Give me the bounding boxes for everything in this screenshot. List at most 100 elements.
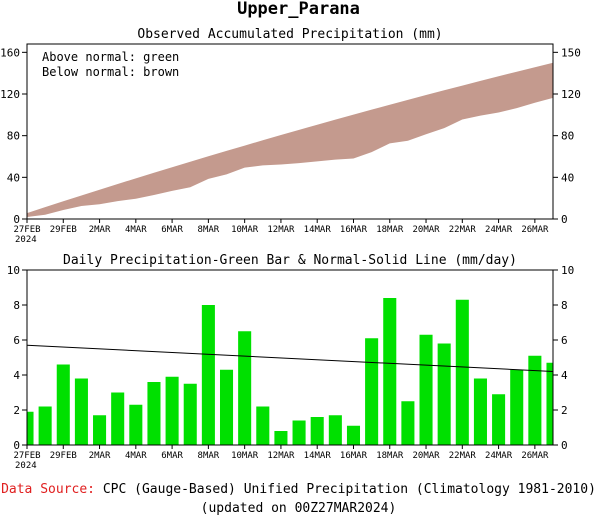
data-source-label: Data Source: [1,482,95,497]
accum-xtick-label: 14MAR [304,225,332,235]
region-title: Upper_Parana [237,0,360,19]
accum-ytick-label-left: 120 [0,88,20,101]
daily-xyear-label: 2024 [15,461,37,471]
daily-xtick-label: 4MAR [125,451,147,461]
daily-xtick-label: 2MAR [89,451,111,461]
daily-precip-bar [219,369,234,445]
daily-ytick-label-left: 8 [13,299,20,312]
accum-ytick-label-left: 0 [13,213,20,226]
accumulated-precip-panel: Observed Accumulated Precipitation (mm) 0… [0,27,581,245]
legend-below-normal: Below normal: brown [42,65,179,79]
daily-precip-bar [419,334,433,445]
daily-xtick-label: 12MAR [267,451,295,461]
daily-xtick-label: 24MAR [485,451,513,461]
daily-ytick-label-right: 8 [561,299,568,312]
daily-precip-bar [129,404,143,445]
accum-ytick-label-right: 40 [561,171,574,184]
accum-xyear-label: 2024 [15,235,37,245]
daily-xtick-label: 18MAR [376,451,404,461]
daily-precip-bar [165,376,179,445]
daily-precip-panel: Daily Precipitation-Green Bar & Normal-S… [7,253,575,471]
daily-ytick-label-left: 4 [13,369,20,382]
daily-precip-bar [183,383,197,445]
daily-precip-bar [111,392,125,445]
daily-precip-bar [56,364,70,445]
daily-xtick-label: 8MAR [198,451,220,461]
daily-precip-bar [310,417,324,445]
accum-ytick-label-left: 80 [7,130,20,143]
daily-precip-bar [492,394,506,445]
accum-xtick-label: 12MAR [267,225,295,235]
daily-precip-bar [93,415,107,445]
daily-precip-bar [365,338,379,445]
daily-precip-bar [238,331,252,445]
daily-precip-bar [292,420,306,445]
daily-precip-bar [455,299,469,445]
accum-title: Observed Accumulated Precipitation (mm) [137,27,442,42]
accum-xtick-label: 18MAR [376,225,404,235]
daily-title: Daily Precipitation-Green Bar & Normal-S… [63,253,517,268]
daily-precip-bar [38,406,52,445]
daily-ytick-label-right: 0 [561,439,568,452]
accum-xtick-label: 6MAR [161,225,183,235]
daily-ytick-label-left: 6 [13,334,20,347]
daily-plot-frame [26,269,554,446]
daily-precip-bar [510,369,524,445]
daily-precip-bar [201,305,215,445]
daily-xtick-label: 6MAR [161,451,183,461]
data-source-line: Data Source: CPC (Gauge-Based) Unified P… [0,482,597,497]
accum-xtick-label: 27FEB [13,225,40,235]
daily-precip-bar [383,298,397,445]
daily-precip-bar [528,355,542,445]
daily-precip-bar [147,382,161,445]
normal-precip-line [26,344,554,372]
daily-ytick-label-left: 0 [13,439,20,452]
daily-ytick-label-right: 4 [561,369,568,382]
accum-ytick-label-right: 0 [561,213,568,226]
accum-xtick-label: 29FEB [50,225,77,235]
daily-precip-bar [256,406,270,445]
accum-xtick-label: 4MAR [125,225,147,235]
accum-xtick-label: 10MAR [231,225,259,235]
daily-precip-bar [401,401,415,445]
daily-xtick-label: 16MAR [340,451,368,461]
daily-xtick-label: 26MAR [521,451,549,461]
accum-xtick-label: 2MAR [89,225,111,235]
daily-ytick-label-right: 2 [561,404,568,417]
daily-xtick-label: 22MAR [449,451,477,461]
daily-precip-bar [546,362,553,445]
daily-xtick-label: 14MAR [304,451,332,461]
daily-xtick-label: 27FEB [13,451,40,461]
daily-precip-bar [346,425,361,445]
legend-above-normal: Above normal: green [42,50,179,64]
accum-plot-frame [26,43,554,220]
accum-xtick-label: 24MAR [485,225,513,235]
daily-ytick-label-left: 2 [13,404,20,417]
data-source-text: CPC (Gauge-Based) Unified Precipitation … [102,482,596,497]
accum-xtick-label: 26MAR [521,225,549,235]
accum-ytick-label-right: 150 [561,46,581,59]
accum-xtick-label: 22MAR [449,225,477,235]
daily-precip-bar [437,343,451,445]
below-normal-band [27,62,553,218]
daily-ytick-label-left: 10 [7,264,20,277]
daily-xtick-label: 20MAR [412,451,440,461]
daily-ytick-label-right: 10 [561,264,574,277]
daily-xtick-label: 29FEB [50,451,77,461]
daily-ytick-label-right: 6 [561,334,568,347]
daily-precip-bar [74,378,88,445]
accum-ytick-label-left: 160 [0,46,20,59]
daily-precip-bar [274,431,288,445]
daily-precip-bar [328,415,342,445]
accum-xtick-label: 8MAR [198,225,220,235]
accum-ytick-label-right: 120 [561,88,581,101]
accum-ytick-label-right: 80 [561,130,574,143]
daily-xtick-label: 10MAR [231,451,259,461]
accum-ytick-label-left: 40 [7,171,20,184]
accum-xtick-label: 20MAR [412,225,440,235]
daily-precip-bar [27,411,34,445]
accum-xtick-label: 16MAR [340,225,368,235]
daily-precip-bar [473,378,487,445]
updated-line: (updated on 00Z27MAR2024) [200,501,397,516]
